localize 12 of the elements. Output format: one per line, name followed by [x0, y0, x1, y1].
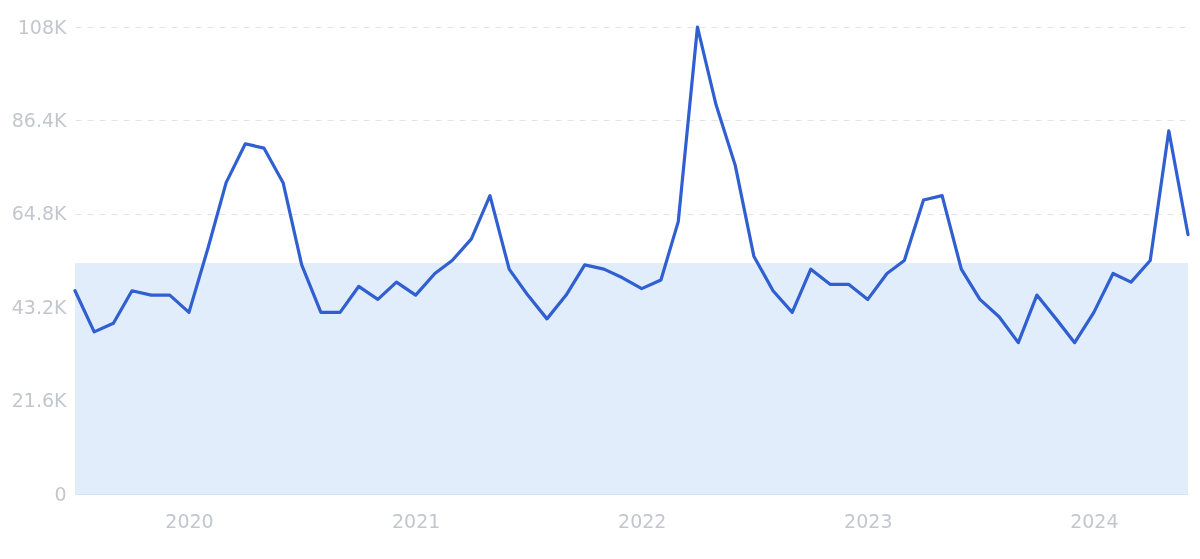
y-tick-label: 21.6K — [11, 389, 68, 412]
y-tick-label: 64.8K — [11, 202, 68, 225]
line-series — [73, 25, 1190, 345]
x-tick-label: 2023 — [844, 509, 893, 532]
y-tick-label: 86.4K — [11, 108, 68, 131]
y-tick-label: 0 — [54, 482, 67, 505]
x-tick-label: 2024 — [1070, 509, 1119, 532]
y-tick-label: 108K — [17, 15, 68, 38]
y-tick-label: 43.2K — [11, 295, 68, 318]
x-tick-label: 2020 — [165, 509, 214, 532]
x-tick-label: 2022 — [618, 509, 667, 532]
x-tick-label: 2021 — [391, 509, 441, 532]
